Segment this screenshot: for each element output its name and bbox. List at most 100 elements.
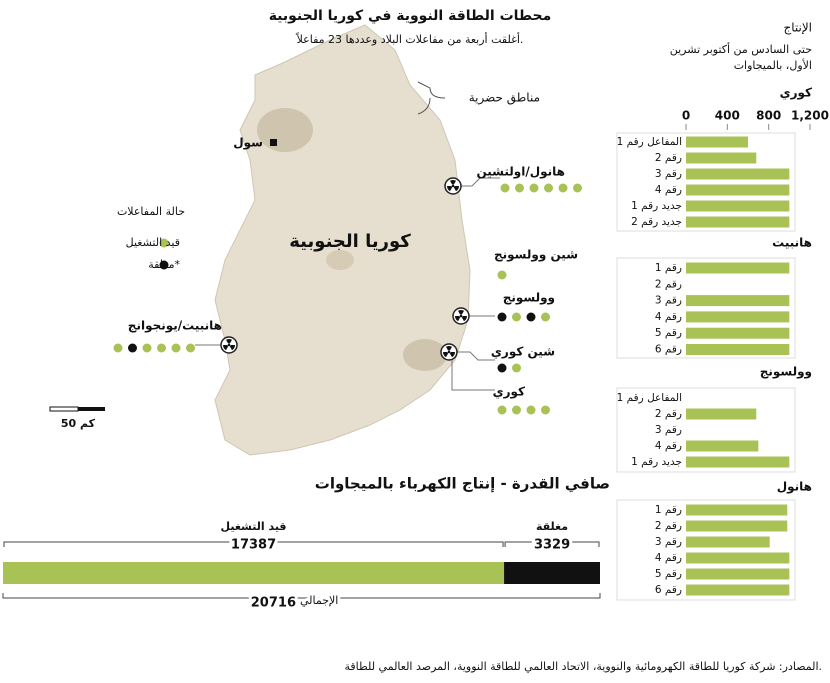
segment-value: 17387 (231, 538, 276, 553)
bar (686, 456, 790, 468)
chart-title: صافي القدرة - إنتاج الكهرباء بالميجاوات (315, 475, 610, 493)
urban-area (403, 339, 447, 371)
plant-label: شين كوري (491, 345, 555, 360)
urban-area (326, 250, 354, 270)
reactor-icon-blade (453, 186, 459, 192)
category-label: جديد رقم 1 (631, 456, 682, 468)
urban-pointer (417, 81, 446, 115)
plant-label: هانبيت/يونجوانج (128, 319, 222, 334)
bar (686, 184, 790, 196)
category-label: رقم 4 (655, 440, 682, 452)
reactor-dot (541, 312, 550, 322)
reactor-dot (113, 343, 123, 353)
bar (686, 152, 757, 164)
bar (686, 136, 748, 148)
chart-frame (616, 257, 796, 359)
reactor-dot (573, 183, 582, 193)
category-label: رقم 3 (655, 295, 682, 307)
category-label: المفاعل رقم 1 (617, 392, 682, 404)
category-label: رقم 2 (655, 278, 682, 290)
chart-title: هانبيت (772, 236, 812, 250)
bar (686, 536, 770, 548)
category-label: رقم 2 (655, 408, 682, 420)
total-label: الإجمالي (300, 594, 338, 607)
reactor-dot (544, 183, 553, 193)
category-label: رقم 4 (655, 552, 682, 564)
reactor-dot (512, 405, 521, 415)
bar (686, 568, 790, 580)
legend-title: حالة المفاعلات (117, 205, 185, 218)
reactor-icon-blade (226, 339, 232, 344)
reactor-icon-blade (443, 352, 449, 358)
category-label: رقم 2 (655, 152, 682, 164)
reactor-icon-core (227, 343, 231, 347)
production-subtitle: حتى السادس من أكتوبر تشرين (670, 42, 812, 56)
bar-segment (504, 562, 600, 584)
scale-label: 50 كم (61, 417, 96, 430)
reactor-icon (440, 343, 458, 361)
bar (686, 520, 788, 532)
bar (686, 584, 790, 596)
production-subtitle: الأول، بالميجاوات (734, 58, 812, 72)
city-label: سول (233, 136, 263, 151)
bar (686, 200, 790, 212)
urban-area (257, 108, 313, 152)
bar (686, 504, 788, 516)
category-label: رقم 4 (655, 184, 682, 196)
total-bracket (2, 593, 601, 599)
plant-label: كوري (493, 385, 525, 400)
country-label: كوريا الجنوبية (289, 231, 411, 252)
scale-bar (49, 406, 79, 412)
legend-label: قيد التشغيل (126, 236, 180, 249)
reactor-dot (526, 312, 536, 322)
reactor-dot (515, 183, 524, 193)
plant-label: هانول/اولتشين (476, 165, 565, 180)
category-label: رقم 3 (655, 536, 682, 548)
reactor-icon-blade (455, 316, 461, 322)
bar (686, 327, 790, 339)
category-label: رقم 5 (655, 327, 682, 339)
category-label: رقم 3 (655, 168, 682, 180)
reactor-icon-core (459, 314, 463, 318)
bar (686, 295, 790, 307)
bar (686, 168, 790, 180)
reactor-dot (512, 363, 521, 373)
chart-frame (616, 499, 796, 601)
chart-frame (616, 132, 796, 232)
segment-name: مغلقة (536, 520, 568, 533)
reactor-icon-blade (458, 310, 464, 315)
legend-dot (159, 260, 169, 270)
reactor-icon-blade (446, 346, 452, 351)
bracket (3, 541, 504, 547)
category-label: رقم 5 (655, 568, 682, 580)
reactor-icon-core (447, 350, 451, 354)
sources: المصادر: شركة كوريا للطاقة الكهرومائية و… (345, 660, 822, 673)
reactor-dot (171, 343, 181, 353)
bar-segment (3, 562, 505, 584)
urban-label: مناطق حضرية (469, 91, 540, 106)
category-label: جديد رقم 1 (631, 200, 682, 212)
segment-value: 3329 (534, 538, 570, 553)
segment-name: قيد التشغيل (221, 520, 287, 533)
legend-dot (159, 238, 169, 248)
plant-label: وولسونج (503, 291, 555, 306)
reactor-dot (142, 343, 152, 353)
reactor-dot (512, 312, 521, 322)
plant-link (457, 351, 495, 361)
reactor-dot (186, 343, 195, 353)
production-title: الإنتاج (783, 21, 812, 35)
legend-label: مغلقة* (148, 258, 180, 271)
x-tick-label: 800 (756, 109, 781, 123)
subtitle: أغلقت أربعة من مفاعلات البلاد وعددها 23 … (296, 31, 524, 46)
bar (686, 311, 790, 323)
reactor-icon-blade (447, 186, 453, 192)
reactor-dot (541, 405, 550, 415)
reactor-icon-core (451, 184, 455, 188)
bracket (504, 541, 600, 547)
reactor-icon-blade (229, 345, 235, 351)
bar (686, 552, 790, 564)
category-label: رقم 1 (655, 504, 682, 516)
plant-label: شين وولسونج (494, 248, 578, 263)
scale-bar (78, 407, 105, 411)
